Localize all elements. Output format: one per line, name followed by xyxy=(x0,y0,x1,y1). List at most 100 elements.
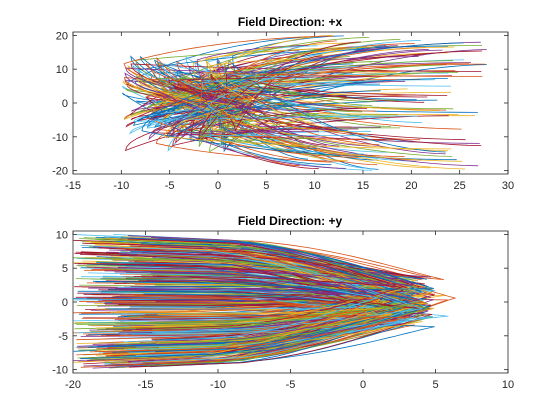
trajectory-line xyxy=(196,45,309,99)
trajectory-line xyxy=(112,317,377,353)
plot-title: Field Direction: +x xyxy=(238,15,343,29)
axis-ticks: -15 -10 -5 0 5 10 15 20 25 30 20 10 0 -10 -20 xyxy=(52,30,514,192)
trajectory-line xyxy=(208,74,399,101)
trajectory-line xyxy=(87,272,379,343)
trajectory-line xyxy=(172,109,449,147)
trajectory-line xyxy=(168,77,451,109)
trajectory-line xyxy=(120,295,389,366)
trajectory-line xyxy=(77,237,434,292)
subplot-field-y: Field Direction: +y -20 -15 -10 -5 0 5 10 10 5 0 -… xyxy=(52,214,514,391)
x-tick-label: 10 xyxy=(502,379,514,391)
trajectory-line xyxy=(156,56,358,157)
trajectory-line xyxy=(163,103,452,150)
trajectory-line xyxy=(76,244,383,356)
trajectory-line xyxy=(73,239,415,287)
trajectory-line xyxy=(76,295,396,330)
trajectory-line xyxy=(127,238,402,330)
trajectory-line xyxy=(135,45,483,95)
trajectory-line xyxy=(200,72,483,110)
trajectory-line xyxy=(160,62,470,107)
trajectory-lines xyxy=(73,234,456,369)
trajectory-line xyxy=(161,62,309,102)
trajectory-line xyxy=(201,55,323,133)
trajectory-line xyxy=(201,88,316,138)
x-tick-label: 25 xyxy=(454,180,466,192)
trajectory-line xyxy=(88,287,394,296)
trajectory-lines xyxy=(121,35,487,171)
x-tick-label: 10 xyxy=(309,180,321,192)
trajectory-line xyxy=(123,321,423,349)
x-tick-label: -15 xyxy=(65,180,81,192)
trajectory-line xyxy=(138,45,449,110)
x-tick-label: 5 xyxy=(432,379,438,391)
x-tick-label: -10 xyxy=(113,180,129,192)
trajectory-line xyxy=(207,67,343,113)
subplot-field-x: Field Direction: +x -15 -10 -5 0 5 10 15 20 25 30… xyxy=(52,15,514,192)
x-tick-label: -15 xyxy=(138,379,154,391)
trajectory-line xyxy=(146,78,448,119)
plot-title: Field Direction: +y xyxy=(238,214,343,228)
trajectory-line xyxy=(125,67,296,98)
y-tick-label: -5 xyxy=(58,331,68,343)
trajectory-line xyxy=(114,304,411,345)
trajectory-line xyxy=(73,242,381,363)
trajectory-line xyxy=(80,278,431,360)
trajectory-line xyxy=(192,58,308,112)
x-tick-label: 0 xyxy=(215,180,221,192)
x-tick-label: 20 xyxy=(405,180,417,192)
trajectory-line xyxy=(136,78,351,133)
trajectory-line xyxy=(167,95,347,139)
trajectory-line xyxy=(210,74,327,146)
y-tick-label: -20 xyxy=(52,166,68,178)
trajectory-line xyxy=(155,109,344,162)
trajectory-line xyxy=(122,80,449,152)
trajectory-line xyxy=(161,48,357,123)
trajectory-line xyxy=(205,93,463,162)
trajectory-line xyxy=(171,63,354,111)
trajectory-line xyxy=(130,60,385,116)
trajectory-line xyxy=(136,254,425,323)
x-tick-label: -20 xyxy=(65,379,81,391)
y-tick-label: 5 xyxy=(62,263,68,275)
y-tick-label: 10 xyxy=(56,64,68,76)
x-tick-label: -5 xyxy=(286,379,296,391)
trajectory-line xyxy=(209,109,371,137)
trajectory-line xyxy=(146,62,300,167)
x-tick-label: -5 xyxy=(165,180,175,192)
trajectory-line xyxy=(82,242,408,288)
y-tick-label: 0 xyxy=(62,297,68,309)
trajectory-line xyxy=(123,35,334,99)
x-tick-label: 15 xyxy=(357,180,369,192)
x-tick-label: 5 xyxy=(263,180,269,192)
trajectory-line xyxy=(161,37,370,99)
trajectory-line xyxy=(172,95,319,137)
trajectory-line xyxy=(141,93,457,161)
trajectory-line xyxy=(179,75,440,111)
trajectory-line xyxy=(177,104,364,155)
trajectory-line xyxy=(175,96,306,144)
trajectory-line xyxy=(175,49,443,123)
y-tick-label: 10 xyxy=(56,229,68,241)
trajectory-line xyxy=(89,315,409,353)
trajectory-line xyxy=(87,237,396,336)
axis-ticks: -20 -15 -10 -5 0 5 10 10 5 0 -5 -10 xyxy=(52,229,514,391)
trajectory-line xyxy=(209,59,298,105)
trajectory-line xyxy=(189,108,371,139)
trajectory-line xyxy=(153,59,311,95)
x-tick-label: 0 xyxy=(360,379,366,391)
trajectory-line xyxy=(109,286,375,310)
y-tick-label: -10 xyxy=(52,365,68,377)
trajectory-line xyxy=(159,93,394,141)
x-tick-label: 30 xyxy=(502,180,514,192)
y-tick-label: 0 xyxy=(62,98,68,110)
y-tick-label: 20 xyxy=(56,30,68,42)
trajectory-line xyxy=(232,35,344,94)
trajectory-line xyxy=(92,243,416,299)
y-tick-label: -10 xyxy=(52,132,68,144)
trajectory-line xyxy=(184,46,455,112)
trajectory-line xyxy=(206,104,317,150)
trajectory-line xyxy=(224,72,425,107)
trajectory-line xyxy=(101,308,398,337)
trajectory-line xyxy=(137,42,464,122)
